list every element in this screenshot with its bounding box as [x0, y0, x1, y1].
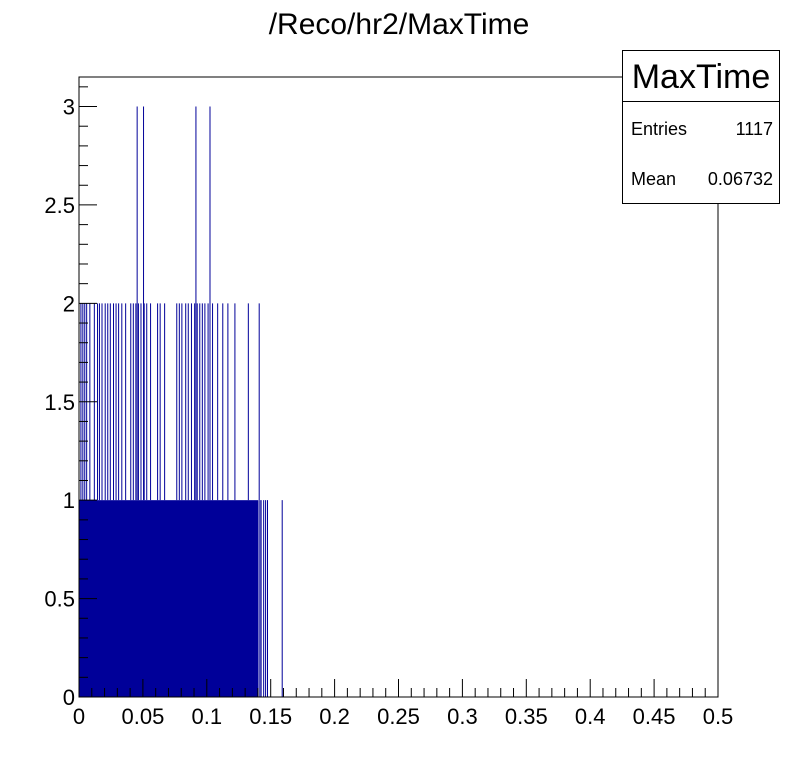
y-tick-label: 3: [63, 95, 75, 120]
stats-entries-label: Entries: [631, 119, 688, 139]
stats-entries-row: Entries 1117: [631, 119, 773, 140]
x-tick-label: 0.2: [319, 704, 350, 729]
y-tick-label: 0.5: [44, 587, 75, 612]
x-tick-label: 0.4: [575, 704, 606, 729]
y-tick-label: 2.5: [44, 193, 75, 218]
y-tick-label: 0: [63, 685, 75, 710]
x-tick-label: 0.15: [249, 704, 292, 729]
x-tick-label: 0.3: [447, 704, 478, 729]
x-tick-label: 0.1: [192, 704, 223, 729]
histogram-bars: [79, 106, 283, 697]
x-tick-label: 0.05: [121, 704, 164, 729]
x-tick-label: 0: [73, 704, 85, 729]
x-tick-label: 0.5: [703, 704, 734, 729]
stats-mean-label: Mean: [631, 169, 677, 189]
y-tick-label: 1.5: [44, 390, 75, 415]
stats-mean-row: Mean 0.06732: [631, 169, 773, 190]
bar-block-count-1: [79, 500, 259, 697]
axes: [78, 76, 719, 698]
x-tick-label: 0.25: [377, 704, 420, 729]
stats-title: MaxTime: [623, 51, 779, 102]
x-tick-label: 0.35: [505, 704, 548, 729]
x-tick-label: 0.45: [633, 704, 676, 729]
y-tick-label: 2: [63, 291, 75, 316]
stats-box: MaxTime Entries 1117 Mean 0.06732: [622, 50, 780, 204]
y-tick-labels: 0 0.5 1 1.5 2 2.5 3: [44, 95, 75, 710]
y-tick-label: 1: [63, 488, 75, 513]
chart-title: /Reco/hr2/MaxTime: [268, 8, 530, 41]
stats-entries-value: 1117: [735, 119, 773, 139]
x-tick-labels: 0 0.05 0.1 0.15 0.2 0.25 0.3 0.35 0.4 0.45 0.5: [73, 704, 733, 729]
stats-mean-value: 0.06732: [707, 169, 773, 189]
